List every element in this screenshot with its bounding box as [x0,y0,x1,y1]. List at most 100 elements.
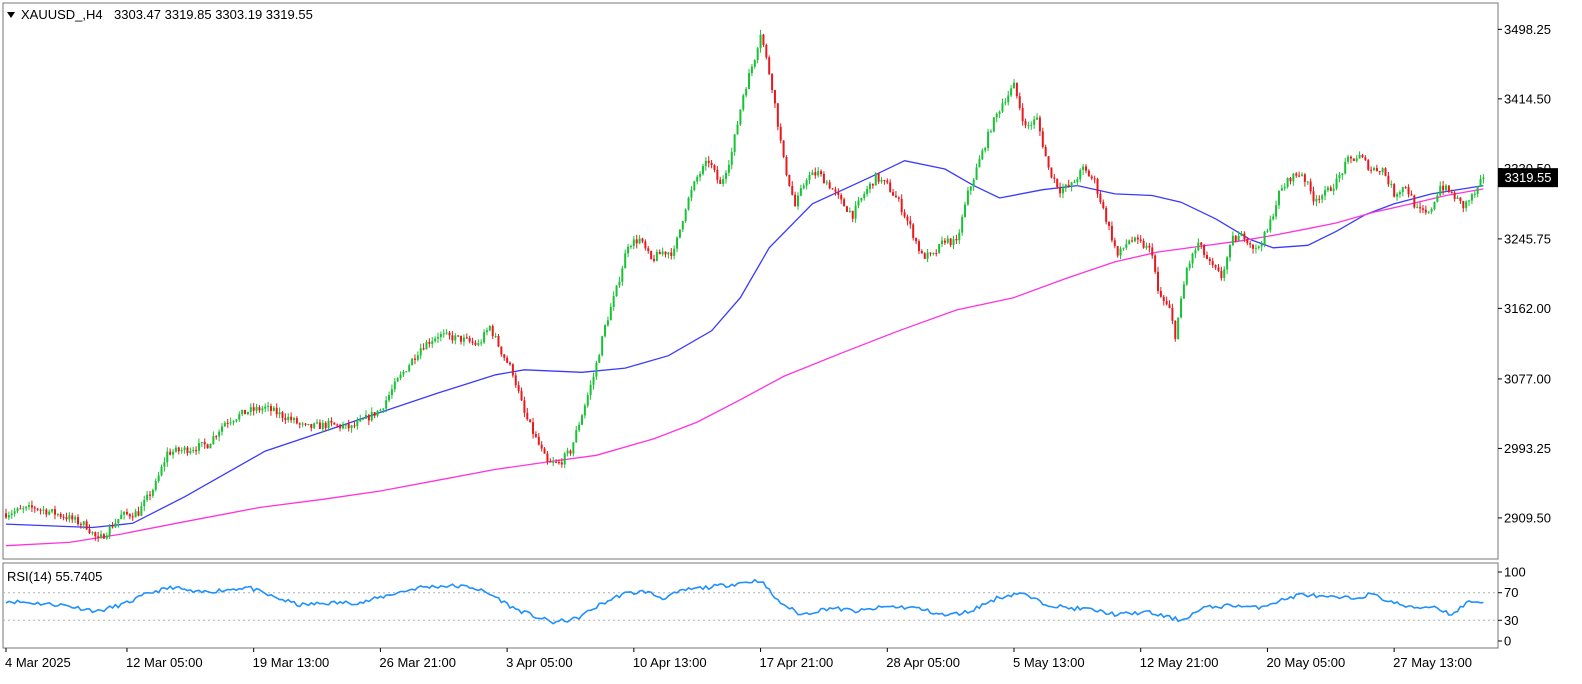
candle-body [653,258,655,261]
time-tick-label: 26 Mar 21:00 [379,655,456,670]
candle-body [174,447,177,452]
candle-body [281,412,284,418]
candle-body [1154,255,1157,272]
candle-body [272,407,275,411]
candle-body [1407,187,1410,195]
candle-body [1093,178,1096,180]
candle-body [843,199,846,207]
candle-body [146,494,149,500]
candle-body [62,516,65,518]
candle-body [655,251,658,261]
candle-body [437,336,439,339]
candle-body [1096,178,1099,194]
candle-body [114,523,117,528]
price-tick-label: 2993.25 [1504,441,1551,456]
candle-body [468,337,471,342]
candle-body [892,192,895,196]
candle-body [520,390,523,401]
candle-body [385,400,388,409]
candle-body [845,206,848,212]
rsi-tick-label: 30 [1504,613,1518,628]
candle-body [874,173,877,186]
candle-body [687,197,690,210]
candle-body [768,57,771,75]
candle-body [1145,245,1148,248]
candle-body [615,285,618,296]
candle-body [321,422,324,429]
candle-body [399,374,402,379]
candle-body [589,384,592,396]
time-axis: 4 Mar 2025 12 Mar 05:00 19 Mar 13:00 26 Mar… [5,648,1472,670]
candle-body [782,140,785,158]
candle-body [834,189,837,192]
candle-body [316,422,319,424]
candle-body [788,174,791,186]
candle-body [1473,193,1476,195]
candle-body [59,514,62,517]
candle-body [1470,194,1473,201]
candle-body [641,238,644,242]
candle-body [1447,185,1450,192]
candle-body [848,210,851,212]
candle-body [223,422,226,427]
candle-body [405,371,408,373]
candle-body [71,515,74,520]
candle-body [307,423,310,425]
candle-body [88,529,91,534]
candle-body [310,423,313,428]
candle-body [264,406,267,409]
candle-body [661,251,664,255]
candle-body [238,414,241,420]
candle-body [511,364,514,376]
candle-body [955,238,958,241]
candle-body [900,198,903,213]
candle-body [428,342,431,344]
candle-body [379,409,382,411]
candle-body [229,422,232,424]
candle-body [578,424,581,431]
candle-body [1082,166,1085,171]
candle-body [995,113,998,118]
candle-body [1234,235,1237,241]
candle-body [1292,173,1295,182]
candle-body [445,332,448,334]
candle-body [739,109,742,125]
chart-menu-triangle-icon[interactable] [7,12,15,18]
candle-body [1393,184,1396,197]
candle-body [474,342,477,345]
candle-body [154,481,157,490]
candle-body [825,182,828,184]
candle-body [1197,242,1200,251]
candle-body [1384,168,1387,176]
candle-body [658,251,661,255]
candle-body [471,341,474,343]
candle-body [293,418,295,421]
candle-body [1419,207,1422,209]
candle-body [805,180,808,186]
candle-body [388,395,391,401]
candle-body [840,195,843,200]
candle-body [1439,185,1442,196]
candle-body [727,164,730,173]
candle-body [1030,124,1033,126]
candle-body [393,381,396,390]
candle-body [439,333,442,337]
candle-body [569,450,572,454]
candle-body [1122,247,1125,249]
candle-body [1125,244,1128,248]
candle-body [1396,194,1399,197]
candle-body [1401,187,1404,193]
candle-body [1321,195,1324,200]
candle-body [347,423,350,429]
candle-body [1004,102,1007,104]
candle-body [820,171,823,175]
candle-body [733,134,736,152]
candle-body [1344,161,1347,174]
candle-body [650,251,653,259]
candle-body [353,425,356,427]
candle-body [719,179,722,184]
candle-body [869,183,871,189]
candle-body [53,509,56,515]
candle-body [431,341,434,344]
candle-body [131,516,134,518]
